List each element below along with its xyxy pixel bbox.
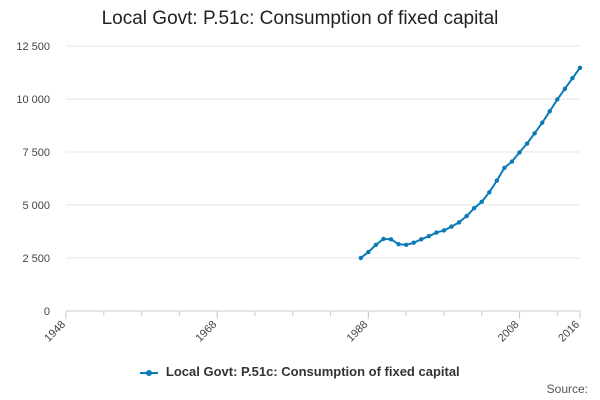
chart-title: Local Govt: P.51c: Consumption of fixed … — [101, 8, 499, 29]
legend-line-marker-icon — [140, 369, 159, 376]
data-point — [426, 233, 432, 239]
legend-label: Local Govt: P.51c: Consumption of fixed … — [165, 364, 460, 379]
data-point — [570, 76, 575, 81]
data-point — [532, 131, 537, 136]
x-tick-label: 2016 — [556, 319, 582, 345]
y-tick-label: 2 500 — [22, 253, 50, 265]
data-point — [434, 230, 439, 235]
data-point — [419, 237, 424, 242]
data-point — [373, 242, 379, 248]
data-point — [411, 240, 416, 245]
data-point — [381, 236, 386, 242]
y-tick-label: 10 000 — [16, 94, 50, 106]
grid-lines — [66, 45, 580, 312]
data-point — [471, 205, 477, 211]
data-point — [524, 141, 530, 146]
x-tick-label: 1988 — [345, 319, 371, 345]
data-point — [509, 159, 515, 164]
y-tick-label: 5 000 — [22, 200, 50, 212]
series-group — [358, 65, 583, 261]
data-point — [441, 228, 447, 233]
data-point — [479, 199, 484, 205]
data-point — [366, 249, 371, 255]
data-point — [487, 190, 492, 195]
data-point — [494, 178, 500, 183]
data-point — [547, 109, 552, 114]
x-tick-label: 1948 — [42, 319, 68, 345]
data-point — [577, 65, 583, 71]
data-point — [403, 242, 409, 248]
series-line — [360, 67, 581, 259]
data-point — [358, 255, 363, 261]
y-tick-label: 7 500 — [22, 147, 50, 159]
data-point — [449, 224, 454, 229]
y-tick-label: 0 — [44, 306, 50, 318]
data-point — [517, 150, 522, 155]
x-tick-label: 1968 — [193, 319, 219, 345]
data-point — [396, 242, 401, 247]
source-label: Source: — [546, 382, 588, 396]
y-axis: 0 2 500 5 000 7 500 10 000 12 500 — [16, 41, 50, 318]
data-point — [555, 97, 560, 102]
data-point — [540, 120, 545, 125]
legend[interactable]: Local Govt: P.51c: Consumption of fixed … — [0, 364, 600, 379]
x-axis: 1948 1968 1988 2008 2016 — [42, 311, 582, 344]
data-point — [502, 165, 507, 171]
y-tick-label: 12 500 — [16, 41, 50, 53]
data-point — [456, 220, 462, 225]
data-point — [562, 86, 568, 92]
data-point — [388, 237, 394, 242]
x-tick-label: 2008 — [496, 319, 522, 345]
data-point — [464, 213, 469, 219]
